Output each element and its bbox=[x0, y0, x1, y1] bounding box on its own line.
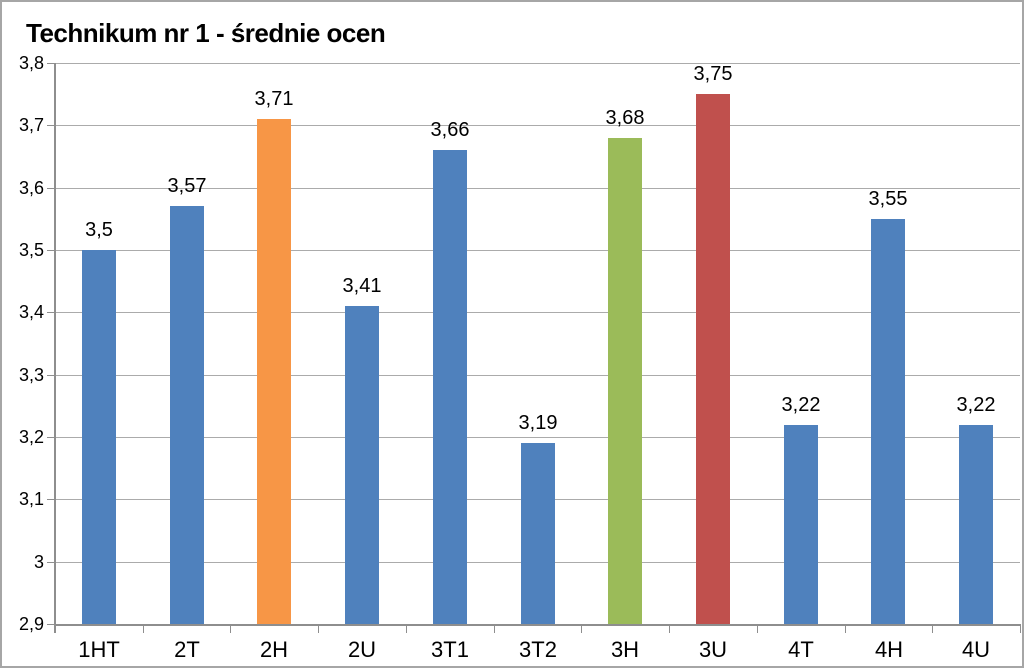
x-axis-category-label: 3U bbox=[698, 637, 728, 662]
gridline bbox=[55, 188, 1020, 189]
x-axis-tick bbox=[406, 624, 407, 633]
x-axis-line bbox=[54, 624, 1020, 626]
x-axis-tick bbox=[318, 624, 319, 633]
y-axis-tick-label: 3,7 bbox=[18, 115, 44, 135]
bar-3H bbox=[608, 138, 642, 624]
y-axis-tick-label: 2,9 bbox=[18, 614, 44, 634]
x-axis-tick bbox=[932, 624, 933, 633]
y-axis-tick-label: 3,6 bbox=[18, 178, 44, 198]
y-axis-tick bbox=[47, 624, 55, 625]
gridline bbox=[55, 312, 1020, 313]
bar-4U bbox=[959, 425, 993, 624]
x-axis-tick bbox=[143, 624, 144, 633]
x-axis-category-label: 4T bbox=[788, 637, 814, 662]
bar-value-label: 3,66 bbox=[430, 119, 470, 141]
bar-4T bbox=[784, 425, 818, 624]
bar-2H bbox=[257, 119, 291, 624]
y-axis-tick-label: 3 bbox=[33, 552, 44, 572]
x-axis-category-label: 3T2 bbox=[519, 637, 557, 662]
x-axis-tick bbox=[1020, 624, 1021, 633]
x-axis-tick bbox=[230, 624, 231, 633]
y-axis-tick bbox=[47, 375, 55, 376]
bar-value-label: 3,68 bbox=[605, 107, 645, 129]
chart-title: Technikum nr 1 - średnie ocen bbox=[26, 18, 386, 48]
x-axis-category-label: 2T bbox=[174, 637, 200, 662]
y-axis-tick bbox=[47, 125, 55, 126]
bar-value-label: 3,19 bbox=[518, 412, 558, 434]
bar-1HT bbox=[82, 250, 116, 624]
bar-3T2 bbox=[521, 443, 555, 624]
x-axis-category-label: 4U bbox=[961, 637, 991, 662]
gridline bbox=[55, 437, 1020, 438]
bar-value-label: 3,75 bbox=[693, 63, 733, 85]
y-axis-tick-label: 3,5 bbox=[18, 240, 44, 260]
y-axis-tick-label: 3,4 bbox=[18, 302, 44, 322]
bar-value-label: 3,71 bbox=[254, 88, 294, 110]
x-axis-category-label: 2U bbox=[347, 637, 377, 662]
x-axis-tick bbox=[494, 624, 495, 633]
bar-value-label: 3,41 bbox=[342, 275, 382, 297]
x-axis-category-label: 3H bbox=[610, 637, 640, 662]
bar-3T1 bbox=[433, 150, 467, 624]
gridline bbox=[55, 375, 1020, 376]
gridline bbox=[55, 125, 1020, 126]
x-axis-category-label: 3T1 bbox=[431, 637, 469, 662]
y-axis-tick bbox=[47, 437, 55, 438]
x-axis-tick bbox=[845, 624, 846, 633]
gridline bbox=[55, 63, 1020, 64]
y-axis-line bbox=[54, 63, 56, 633]
bar-2U bbox=[345, 306, 379, 624]
bar-2T bbox=[170, 206, 204, 624]
y-axis-tick-label: 3,3 bbox=[18, 365, 44, 385]
bar-3U bbox=[696, 94, 730, 624]
y-axis-tick bbox=[47, 188, 55, 189]
bar-value-label: 3,5 bbox=[85, 219, 113, 241]
y-axis-tick bbox=[47, 250, 55, 251]
bar-value-label: 3,57 bbox=[167, 175, 207, 197]
bar-4H bbox=[871, 219, 905, 624]
x-axis-tick bbox=[581, 624, 582, 633]
y-axis-tick bbox=[47, 499, 55, 500]
y-axis-tick-label: 3,8 bbox=[18, 53, 44, 73]
x-axis-tick bbox=[757, 624, 758, 633]
x-axis-category-label: 2H bbox=[259, 637, 289, 662]
x-axis-category-label: 4H bbox=[874, 637, 904, 662]
y-axis-tick bbox=[47, 312, 55, 313]
y-axis-tick bbox=[47, 562, 55, 563]
bar-value-label: 3,55 bbox=[868, 188, 908, 210]
bar-value-label: 3,22 bbox=[781, 394, 821, 416]
y-axis-tick bbox=[47, 63, 55, 64]
gridline bbox=[55, 250, 1020, 251]
y-axis-tick-label: 3,1 bbox=[18, 489, 44, 509]
x-axis-tick bbox=[669, 624, 670, 633]
x-axis-category-label: 1HT bbox=[78, 637, 120, 662]
bar-value-label: 3,22 bbox=[956, 394, 996, 416]
y-axis-tick-label: 3,2 bbox=[18, 427, 44, 447]
